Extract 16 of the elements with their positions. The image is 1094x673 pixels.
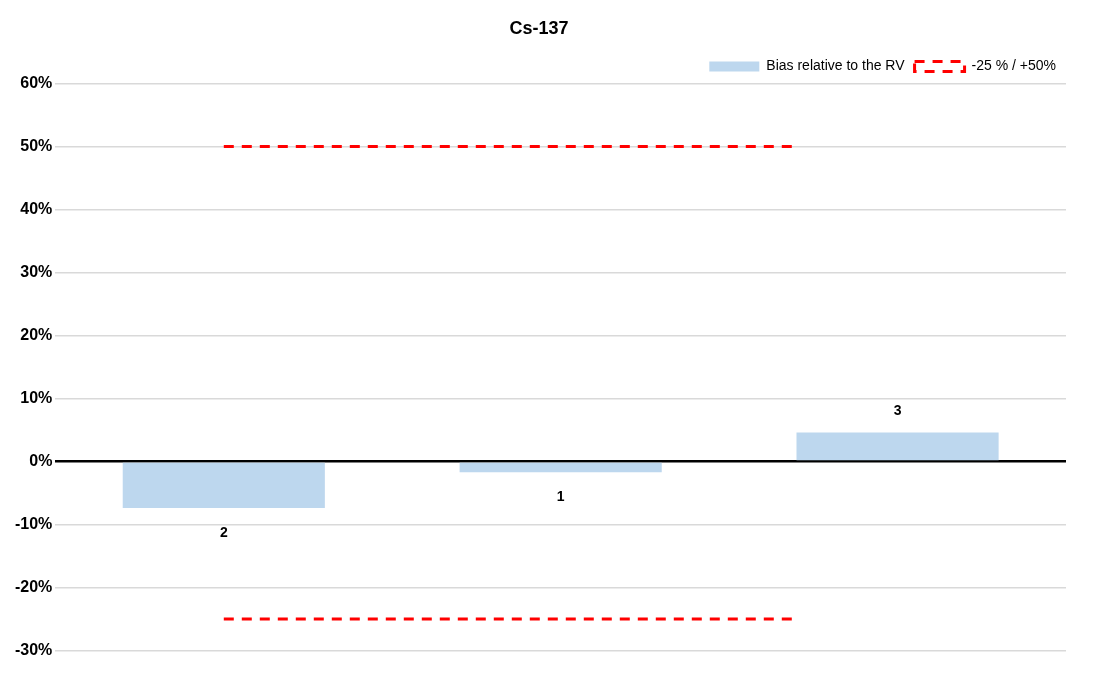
y-tick-label: 0% xyxy=(29,451,53,469)
x-tick-label: 1 xyxy=(556,488,565,505)
x-tick-label: 2 xyxy=(219,523,228,540)
legend-label: -25 % / +50% xyxy=(971,57,1056,74)
y-tick-label: 20% xyxy=(20,325,53,343)
chart-title: Cs-137 xyxy=(509,17,569,38)
y-tick-label: -20% xyxy=(14,577,53,595)
y-tick-label: 10% xyxy=(20,388,53,406)
y-tick-label: -10% xyxy=(14,514,53,532)
legend-label: Bias relative to the RV xyxy=(766,57,906,74)
y-tick-label: 50% xyxy=(20,136,53,154)
y-tick-label: 40% xyxy=(20,199,53,217)
x-tick-label: 3 xyxy=(893,402,902,419)
y-tick-label: 60% xyxy=(20,74,53,92)
y-tick-label: 30% xyxy=(20,262,53,280)
y-tick-label: -30% xyxy=(14,640,53,658)
